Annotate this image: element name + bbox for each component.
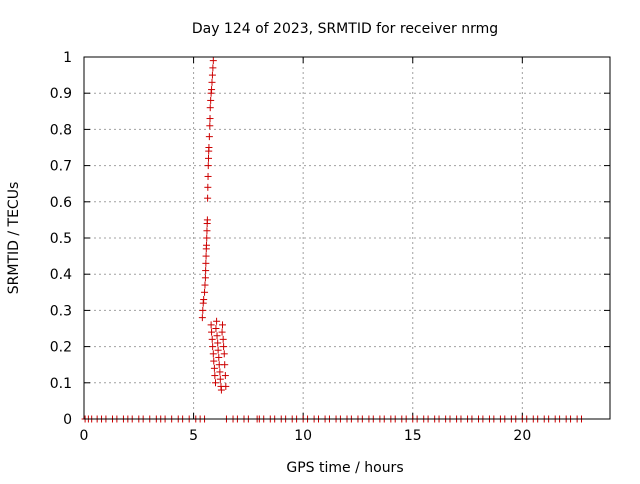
data-point bbox=[204, 154, 212, 162]
data-point bbox=[209, 64, 217, 72]
data-point bbox=[214, 339, 222, 347]
data-point bbox=[203, 234, 211, 242]
data-point bbox=[214, 346, 222, 354]
x-tick-label: 20 bbox=[513, 428, 531, 444]
data-point bbox=[210, 357, 218, 365]
x-tick-label: 15 bbox=[404, 428, 422, 444]
data-point bbox=[205, 144, 213, 151]
data-point bbox=[211, 372, 219, 380]
data-point bbox=[213, 332, 221, 340]
data-point bbox=[208, 71, 216, 79]
data-point bbox=[198, 314, 206, 322]
data-point bbox=[205, 133, 213, 141]
data-point bbox=[212, 379, 219, 387]
data-point bbox=[219, 321, 227, 329]
data-point bbox=[221, 361, 229, 369]
data-point bbox=[201, 274, 209, 282]
x-tick-label: 10 bbox=[294, 428, 312, 444]
data-point bbox=[208, 86, 216, 94]
data-point bbox=[203, 227, 211, 235]
data-point bbox=[208, 335, 216, 343]
data-point bbox=[213, 317, 221, 325]
y-tick-label: 0.9 bbox=[50, 86, 72, 102]
data-point bbox=[217, 386, 225, 394]
tick-layer: 0 5 10 15 20 0 0.1 0.2 0.3 0.4 0.5 0.6 0.7 0.8 0.9 1 bbox=[50, 50, 610, 444]
data-point bbox=[204, 194, 212, 202]
data-point bbox=[208, 328, 216, 336]
data-point bbox=[208, 78, 216, 86]
data-point bbox=[204, 162, 212, 170]
data-point bbox=[220, 343, 228, 351]
grid-layer bbox=[84, 57, 610, 419]
y-tick-label: 0.3 bbox=[50, 303, 72, 319]
y-tick-label: 1 bbox=[63, 50, 72, 66]
data-points bbox=[81, 57, 586, 423]
plot-frame bbox=[83, 56, 611, 420]
data-point bbox=[210, 364, 218, 372]
y-tick-label: 0.1 bbox=[50, 376, 72, 392]
data-point bbox=[206, 104, 214, 112]
data-point bbox=[209, 343, 217, 351]
data-point bbox=[204, 183, 212, 191]
chart-title: Day 124 of 2023, SRMTID for receiver nrm… bbox=[192, 21, 498, 37]
data-point bbox=[218, 328, 226, 336]
data-point bbox=[199, 306, 207, 314]
data-point bbox=[219, 335, 227, 343]
data-point bbox=[215, 353, 223, 361]
data-point bbox=[201, 288, 209, 296]
data-point bbox=[204, 172, 212, 180]
data-point bbox=[212, 325, 220, 332]
data-point bbox=[221, 372, 229, 380]
data-point bbox=[216, 375, 224, 383]
x-tick-label: 0 bbox=[80, 428, 89, 444]
y-tick-label: 0.2 bbox=[50, 340, 72, 356]
data-point bbox=[206, 122, 214, 130]
data-point bbox=[200, 296, 208, 304]
y-tick-label: 0.6 bbox=[50, 195, 72, 211]
data-point bbox=[216, 368, 224, 376]
data-point bbox=[206, 115, 214, 123]
y-tick-label: 0.8 bbox=[50, 122, 72, 138]
y-tick-label: 0 bbox=[63, 412, 72, 428]
data-point bbox=[209, 57, 217, 65]
data-point bbox=[222, 382, 230, 390]
y-axis-label: SRMTID / TECUs bbox=[6, 182, 22, 295]
y-tick-label: 0.5 bbox=[50, 231, 72, 247]
data-point bbox=[209, 350, 217, 358]
data-point bbox=[202, 259, 210, 267]
data-point bbox=[220, 350, 228, 358]
data-point bbox=[202, 267, 210, 275]
data-point bbox=[207, 321, 215, 329]
data-point bbox=[203, 241, 211, 249]
y-tick-label: 0.4 bbox=[50, 267, 72, 283]
x-tick-label: 5 bbox=[189, 428, 198, 444]
y-tick-label: 0.7 bbox=[50, 159, 72, 175]
data-point bbox=[202, 252, 210, 260]
data-point bbox=[201, 281, 209, 289]
data-point bbox=[203, 216, 211, 224]
data-point bbox=[207, 96, 215, 104]
x-axis-label: GPS time / hours bbox=[286, 460, 403, 476]
